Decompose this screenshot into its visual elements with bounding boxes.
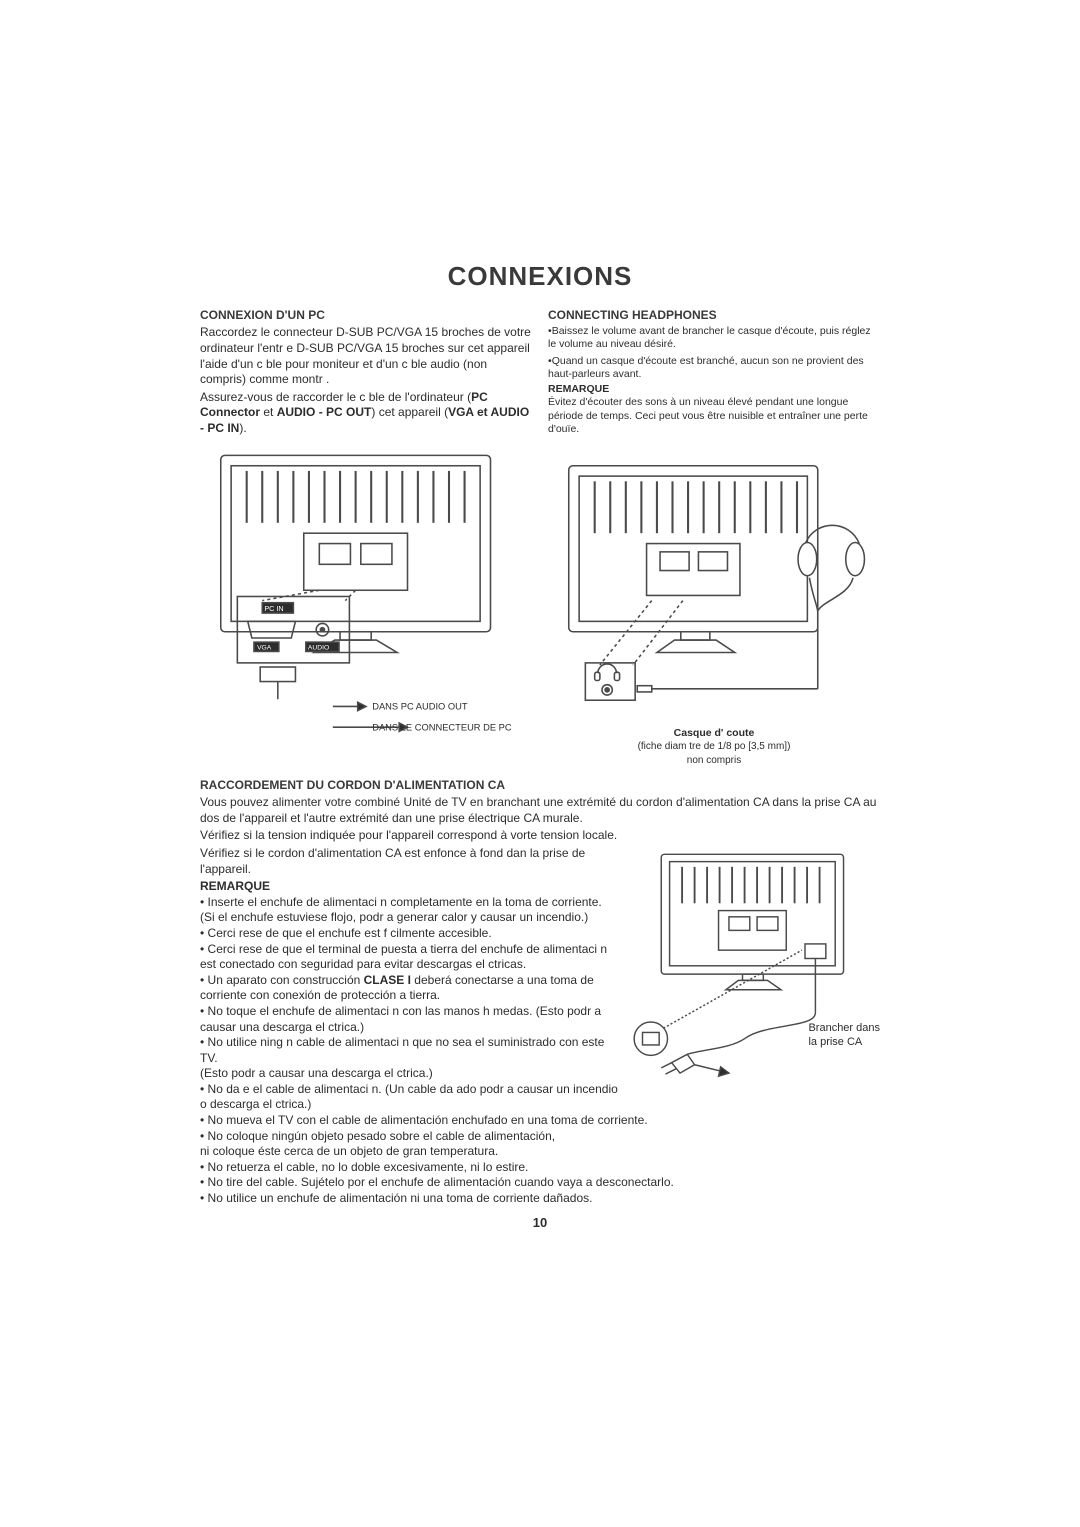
page-number: 10 [200, 1215, 880, 1232]
heading-power: RACCORDEMENT DU CORDON D'ALIMENTATION CA [200, 778, 880, 794]
hp-remark-text: Évitez d'écouter des sons à un niveau él… [548, 396, 880, 435]
diagram-power: Brancher dans la prise CA [630, 846, 880, 1113]
outlet-label: Brancher dans la prise CA [808, 1021, 880, 1050]
hp-remark-label: REMARQUE [548, 383, 880, 396]
svg-text:DANS LE CONNECTEUR DE PC: DANS LE CONNECTEUR DE PC [372, 722, 512, 732]
headphone-caption: Casque d' coute (fiche diam tre de 1/8 p… [548, 727, 880, 768]
diagram-row: PC IN VGA AUDIO DANS PC AUDIO OUT DANS L… [200, 445, 880, 768]
power-left-text: Vérifiez si le cordon d'alimentation CA … [200, 846, 618, 1113]
diagram-pc-connection: PC IN VGA AUDIO DANS PC AUDIO OUT DANS L… [200, 445, 532, 768]
power-section: RACCORDEMENT DU CORDON D'ALIMENTATION CA… [200, 778, 880, 1207]
hp-bullet-1: •Baissez le volume avant de brancher le … [548, 325, 880, 351]
svg-text:DANS PC AUDIO OUT: DANS PC AUDIO OUT [372, 701, 468, 711]
left-column: CONNEXION D'UN PC Raccordez le connecteu… [200, 308, 532, 439]
pc-para-1: Raccordez le connecteur D-SUB PC/VGA 15 … [200, 325, 532, 387]
pc-para-2: Assurez-vous de raccorder le c ble de l'… [200, 390, 532, 437]
heading-pc-connection: CONNEXION D'UN PC [200, 308, 532, 324]
svg-text:AUDIO: AUDIO [308, 644, 329, 651]
page-title: CONNEXIONS [200, 260, 880, 294]
power-p1: Vous pouvez alimenter votre combiné Unit… [200, 795, 880, 826]
power-p3: Vérifiez si le cordon d'alimentation CA … [200, 846, 618, 877]
power-remark-label: REMARQUE [200, 879, 618, 895]
svg-text:PC IN: PC IN [264, 604, 283, 613]
heading-headphones: CONNECTING HEADPHONES [548, 308, 880, 323]
two-column-intro: CONNEXION D'UN PC Raccordez le connecteu… [200, 308, 880, 439]
power-p2: Vérifiez si la tension indiquée pour l'a… [200, 828, 880, 844]
hp-bullet-2: •Quand un casque d'écoute est branché, a… [548, 355, 880, 381]
svg-text:VGA: VGA [257, 644, 272, 651]
power-bullets-1: • Inserte el enchufe de alimentaci n com… [200, 895, 618, 1113]
power-bullets-full-width: • No mueva el TV con el cable de aliment… [200, 1113, 880, 1207]
right-column: CONNECTING HEADPHONES •Baissez le volume… [548, 308, 880, 439]
diagram-headphones: Casque d' coute (fiche diam tre de 1/8 p… [548, 445, 880, 768]
